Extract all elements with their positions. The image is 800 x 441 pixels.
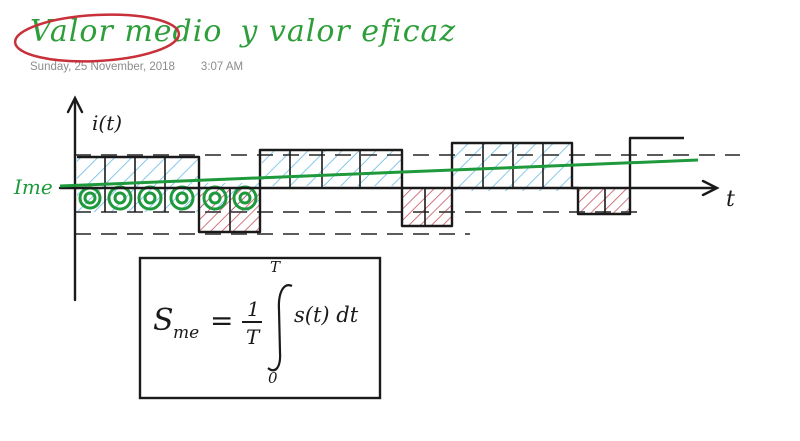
integral-upper-limit: T	[270, 258, 281, 276]
y-axis-label: i(t)	[92, 111, 122, 135]
note-date: Sunday, 25 November, 2018	[30, 61, 175, 73]
note-time: 3:07 AM	[200, 61, 244, 73]
axes	[58, 95, 720, 302]
x-axis-label: t	[726, 187, 735, 212]
formula-fraction-numerator: 1	[247, 297, 260, 321]
integral-sign	[267, 284, 293, 372]
formula-lhs-subscript: me	[173, 323, 199, 343]
note-title: Valor medio y valor eficaz	[30, 14, 456, 49]
formula-equals: =	[210, 304, 233, 337]
formula-fraction-denominator: T	[246, 325, 261, 349]
title-highlight-circle	[13, 13, 181, 63]
mean-value-formula: S me = 1 T T 0 s(t) dt	[153, 258, 359, 387]
mean-value-line	[59, 158, 699, 188]
formula-box	[138, 256, 382, 400]
formula-lhs: S	[153, 303, 174, 338]
mean-level-label: Ime	[13, 175, 53, 199]
integral-lower-limit: 0	[268, 369, 278, 387]
title-part-2: y valor eficaz	[240, 14, 457, 49]
formula-integrand: s(t) dt	[294, 303, 359, 327]
note-timestamp: Sunday, 25 November, 2018 3:07 AM	[30, 61, 269, 73]
